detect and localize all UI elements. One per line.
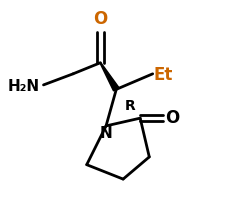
Text: H₂N: H₂N <box>8 78 40 93</box>
Text: N: N <box>100 126 113 141</box>
Polygon shape <box>100 62 119 91</box>
Text: O: O <box>93 10 107 28</box>
Text: O: O <box>165 109 179 127</box>
Text: Et: Et <box>154 66 173 84</box>
Text: R: R <box>124 99 135 113</box>
